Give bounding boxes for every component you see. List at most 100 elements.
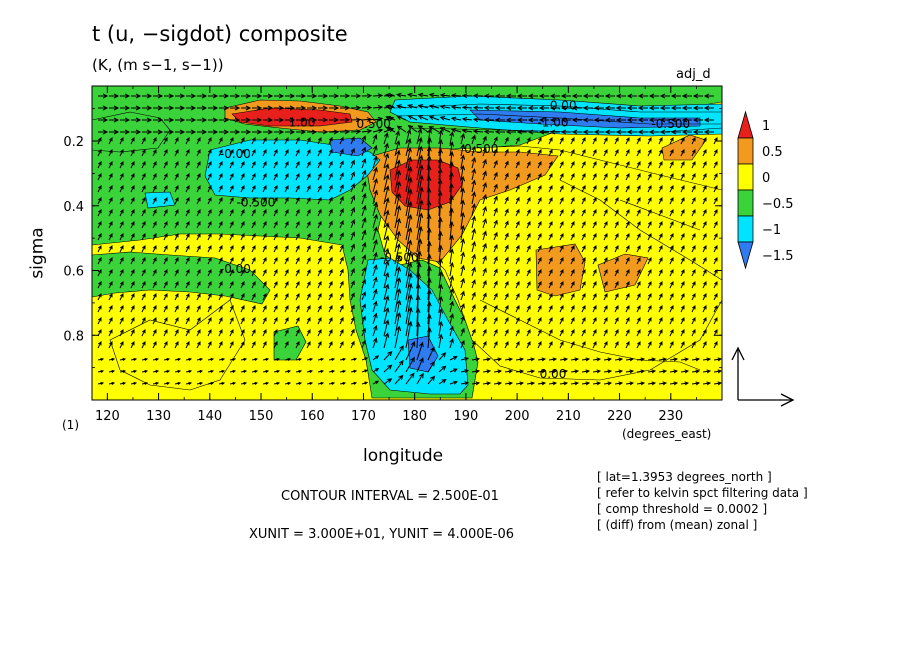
wind-arrow xyxy=(702,209,707,217)
wind-arrow xyxy=(306,357,314,361)
wind-arrow xyxy=(196,317,201,325)
wind-arrow xyxy=(460,143,466,157)
wind-arrow xyxy=(394,374,404,385)
wind-arrow xyxy=(460,251,466,265)
wind-arrow xyxy=(262,233,267,241)
wind-arrow xyxy=(130,173,135,181)
y-tick-label: 0.8 xyxy=(63,329,84,344)
wind-arrow xyxy=(119,269,124,277)
wind-arrow xyxy=(108,369,116,373)
wind-arrow xyxy=(647,269,652,277)
wind-arrow xyxy=(152,257,157,265)
wind-arrow xyxy=(328,148,333,157)
wind-arrow xyxy=(702,305,707,313)
wind-arrow xyxy=(614,209,619,217)
wind-arrow xyxy=(174,269,179,277)
wind-arrow xyxy=(295,105,307,111)
wind-arrow xyxy=(527,93,539,99)
wind-arrow xyxy=(284,244,289,253)
wind-arrow xyxy=(229,329,234,337)
wind-arrow xyxy=(438,379,447,385)
wind-arrow xyxy=(207,161,212,169)
wind-arrow xyxy=(174,369,182,373)
wind-arrow xyxy=(460,264,466,277)
wind-arrow xyxy=(570,341,575,349)
wind-arrow xyxy=(219,105,230,111)
wind-arrow xyxy=(306,93,318,99)
wind-arrow xyxy=(647,329,652,337)
y-tick-label: 0.6 xyxy=(63,265,84,280)
wind-arrow xyxy=(174,245,179,253)
wind-arrow xyxy=(186,105,197,111)
wind-arrow xyxy=(251,257,256,265)
wind-arrow xyxy=(415,321,421,349)
wind-arrow xyxy=(383,306,390,325)
wind-arrow xyxy=(560,117,571,123)
wind-arrow xyxy=(713,209,718,217)
wind-arrow xyxy=(438,352,447,361)
wind-arrow xyxy=(505,129,517,135)
wind-arrow xyxy=(592,245,597,253)
wind-arrow xyxy=(240,369,248,373)
wind-arrow xyxy=(515,328,520,337)
wind-arrow xyxy=(603,137,608,145)
wind-arrow xyxy=(482,170,487,181)
wind-arrow xyxy=(482,147,487,157)
wind-arrow xyxy=(196,149,201,157)
wind-arrow xyxy=(196,329,201,337)
wind-arrow xyxy=(350,328,355,337)
wind-arrow xyxy=(130,257,135,265)
wind-arrow xyxy=(383,152,390,169)
wind-arrow xyxy=(317,328,322,337)
wind-arrow xyxy=(505,93,517,99)
wind-arrow xyxy=(185,161,190,169)
wind-arrow xyxy=(570,329,575,337)
wind-arrow xyxy=(175,129,186,135)
colorbar-swatch xyxy=(737,215,754,243)
wind-arrow xyxy=(240,381,248,385)
wind-arrow xyxy=(691,269,696,277)
wind-arrow xyxy=(482,182,487,193)
wind-arrow xyxy=(207,245,212,253)
wind-arrow xyxy=(394,169,402,193)
wind-arrow xyxy=(581,221,586,229)
wind-arrow xyxy=(219,117,230,123)
wind-arrow xyxy=(636,305,641,313)
wind-arrow xyxy=(383,378,393,385)
wind-arrow xyxy=(526,232,531,241)
wind-arrow xyxy=(691,149,696,157)
wind-arrow xyxy=(428,104,440,110)
wind-arrow xyxy=(207,329,212,337)
wind-arrow xyxy=(691,233,696,241)
wind-arrow xyxy=(394,159,401,181)
wind-arrow xyxy=(493,243,498,253)
wind-arrow xyxy=(185,357,193,361)
wind-arrow xyxy=(515,220,520,229)
wind-arrow xyxy=(306,160,311,169)
wind-arrow xyxy=(361,241,367,253)
wind-arrow xyxy=(625,233,630,241)
wind-arrow xyxy=(407,104,418,109)
wind-arrow xyxy=(306,184,311,193)
wind-arrow xyxy=(152,317,157,325)
wind-arrow xyxy=(537,280,542,289)
wind-arrow xyxy=(383,197,390,217)
wind-arrow xyxy=(658,381,668,386)
wind-arrow xyxy=(119,173,124,181)
wind-arrow xyxy=(131,93,142,99)
wind-arrow xyxy=(119,305,124,313)
wind-arrow xyxy=(636,369,646,374)
wind-arrow xyxy=(548,369,558,374)
wind-arrow xyxy=(372,189,379,205)
wind-arrow xyxy=(130,161,135,169)
wind-arrow xyxy=(372,355,380,361)
colorbar-swatch xyxy=(737,110,754,139)
wind-arrow xyxy=(108,269,113,277)
info-line: [ refer to kelvin spct filtering data ] xyxy=(597,486,808,500)
wind-arrow xyxy=(251,341,256,349)
wind-arrow xyxy=(97,185,102,193)
wind-arrow xyxy=(449,300,455,313)
wind-arrow xyxy=(229,185,234,193)
wind-arrow xyxy=(328,244,333,253)
wind-arrow xyxy=(570,149,575,157)
